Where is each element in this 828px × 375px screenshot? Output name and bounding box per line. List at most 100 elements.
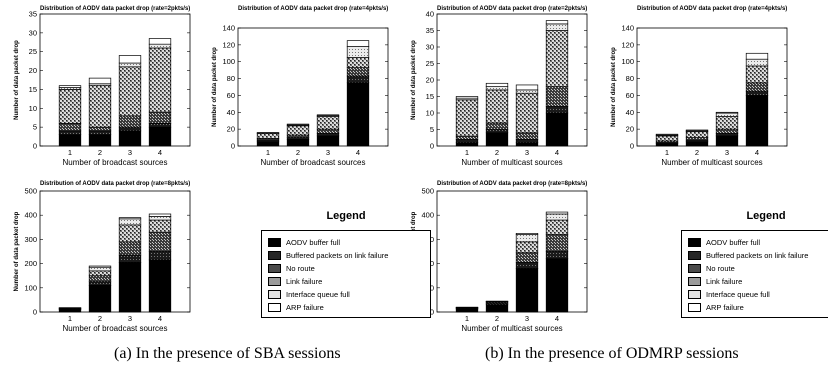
y-tick-label: 35 [426, 26, 434, 35]
caption-a: (a) In the presence of SBA sessions [114, 345, 341, 362]
y-tick-label: 35 [29, 10, 37, 19]
bar-segment [58, 85, 82, 88]
y-tick-label: 0 [33, 308, 37, 317]
bar-segment [148, 231, 172, 252]
bar-segment [58, 130, 82, 136]
y-tick-label: 0 [33, 142, 37, 151]
x-tick-label: 2 [98, 148, 102, 157]
plot-frame [39, 13, 191, 147]
y-tick-label: 15 [426, 92, 434, 101]
plot-frame [39, 190, 191, 313]
bar-segment [316, 114, 340, 117]
legend-swatch [688, 303, 701, 312]
y-tick-label: 100 [24, 283, 37, 292]
bar-segment [685, 129, 709, 132]
chart-3: Distribution of AODV data packet drop (r… [411, 6, 588, 167]
legend-label: Buffered packets on link failure [706, 251, 809, 260]
bar-segment [88, 281, 112, 286]
y-tick-label: 30 [426, 43, 434, 52]
bar-segment [745, 95, 769, 147]
legend-label: No route [706, 264, 735, 273]
bar-segment [88, 85, 112, 128]
legend-label: ARP failure [286, 303, 324, 312]
x-tick-label: 3 [128, 148, 132, 157]
bar-segment [545, 23, 569, 31]
bar-segment [685, 137, 709, 141]
bar-segment [316, 128, 340, 134]
bar-segment [118, 254, 142, 263]
bar-segment [346, 46, 370, 58]
bar-segment [88, 266, 112, 272]
x-tick-label: 3 [525, 148, 529, 157]
x-tick-label: 4 [555, 314, 559, 323]
bar-segment [485, 129, 509, 134]
legend-label: ARP failure [706, 303, 744, 312]
x-tick-label: 2 [495, 314, 499, 323]
x-tick-label: 1 [266, 148, 270, 157]
bar-segment [715, 111, 739, 114]
y-tick-label: 40 [227, 108, 235, 117]
bar-segment [715, 128, 739, 134]
bar-segment [118, 66, 142, 117]
bar-segment [148, 251, 172, 261]
legend-item: No route [688, 263, 735, 274]
bar-segment [148, 38, 172, 45]
bar-segment [88, 265, 112, 268]
bar-segment [148, 111, 172, 124]
bar-segment [655, 133, 679, 136]
legend-item: Link failure [688, 276, 742, 287]
bar-segment [545, 86, 569, 107]
legend-label: No route [286, 264, 315, 273]
bar-segment [256, 133, 280, 139]
y-tick-label: 5 [33, 123, 37, 132]
y-tick-label: 30 [29, 28, 37, 37]
y-tick-label: 25 [29, 47, 37, 56]
bar-segment [515, 84, 539, 91]
y-tick-label: 60 [626, 91, 634, 100]
bar-segment [545, 112, 569, 147]
bar-segment [515, 233, 539, 235]
bar-segment [148, 123, 172, 128]
y-tick-label: 20 [29, 66, 37, 75]
x-tick-label: 4 [555, 148, 559, 157]
bar-segment [455, 99, 479, 137]
bar-segment [545, 251, 569, 260]
x-tick-label: 1 [465, 148, 469, 157]
x-tick-label: 1 [68, 314, 72, 323]
bar-segment [346, 57, 370, 68]
bar-segment [515, 234, 539, 243]
bar-segment [88, 270, 112, 277]
bar-segment [745, 82, 769, 92]
legend-left: Legend AODV buffer full Buffered packets … [261, 210, 431, 318]
x-tick-label: 2 [296, 148, 300, 157]
bar-segment [346, 67, 370, 77]
bar-segment [455, 135, 479, 140]
y-tick-label: 120 [621, 40, 634, 49]
legend-swatch [688, 264, 701, 273]
y-tick-label: 400 [421, 211, 434, 220]
chart-title: Distribution of AODV data packet drop (r… [437, 6, 587, 12]
bar-segment [485, 122, 509, 130]
x-tick-label: 3 [128, 314, 132, 323]
bar-segment [118, 241, 142, 256]
y-tick-label: 10 [29, 104, 37, 113]
chart-title: Distribution of AODV data packet drop (r… [40, 6, 190, 12]
y-tick-label: 400 [24, 211, 37, 220]
x-axis-label: Number of multicast sources [461, 158, 562, 167]
chart-2: Distribution of AODV data packet drop (r… [212, 6, 389, 167]
y-tick-label: 60 [227, 91, 235, 100]
legend-label: Link failure [286, 277, 323, 286]
plot-frame [237, 27, 389, 147]
bar-segment [715, 133, 739, 137]
y-tick-label: 0 [430, 142, 434, 151]
bar-segment [118, 217, 142, 220]
bar-segment [545, 106, 569, 114]
bar-segment [118, 262, 142, 313]
bar-segment [515, 89, 539, 94]
y-tick-label: 20 [426, 76, 434, 85]
legend-title: Legend [746, 210, 786, 222]
y-tick-label: 0 [430, 308, 434, 317]
y-tick-label: 200 [24, 259, 37, 268]
bar-segment [455, 139, 479, 144]
y-tick-label: 40 [426, 10, 434, 19]
